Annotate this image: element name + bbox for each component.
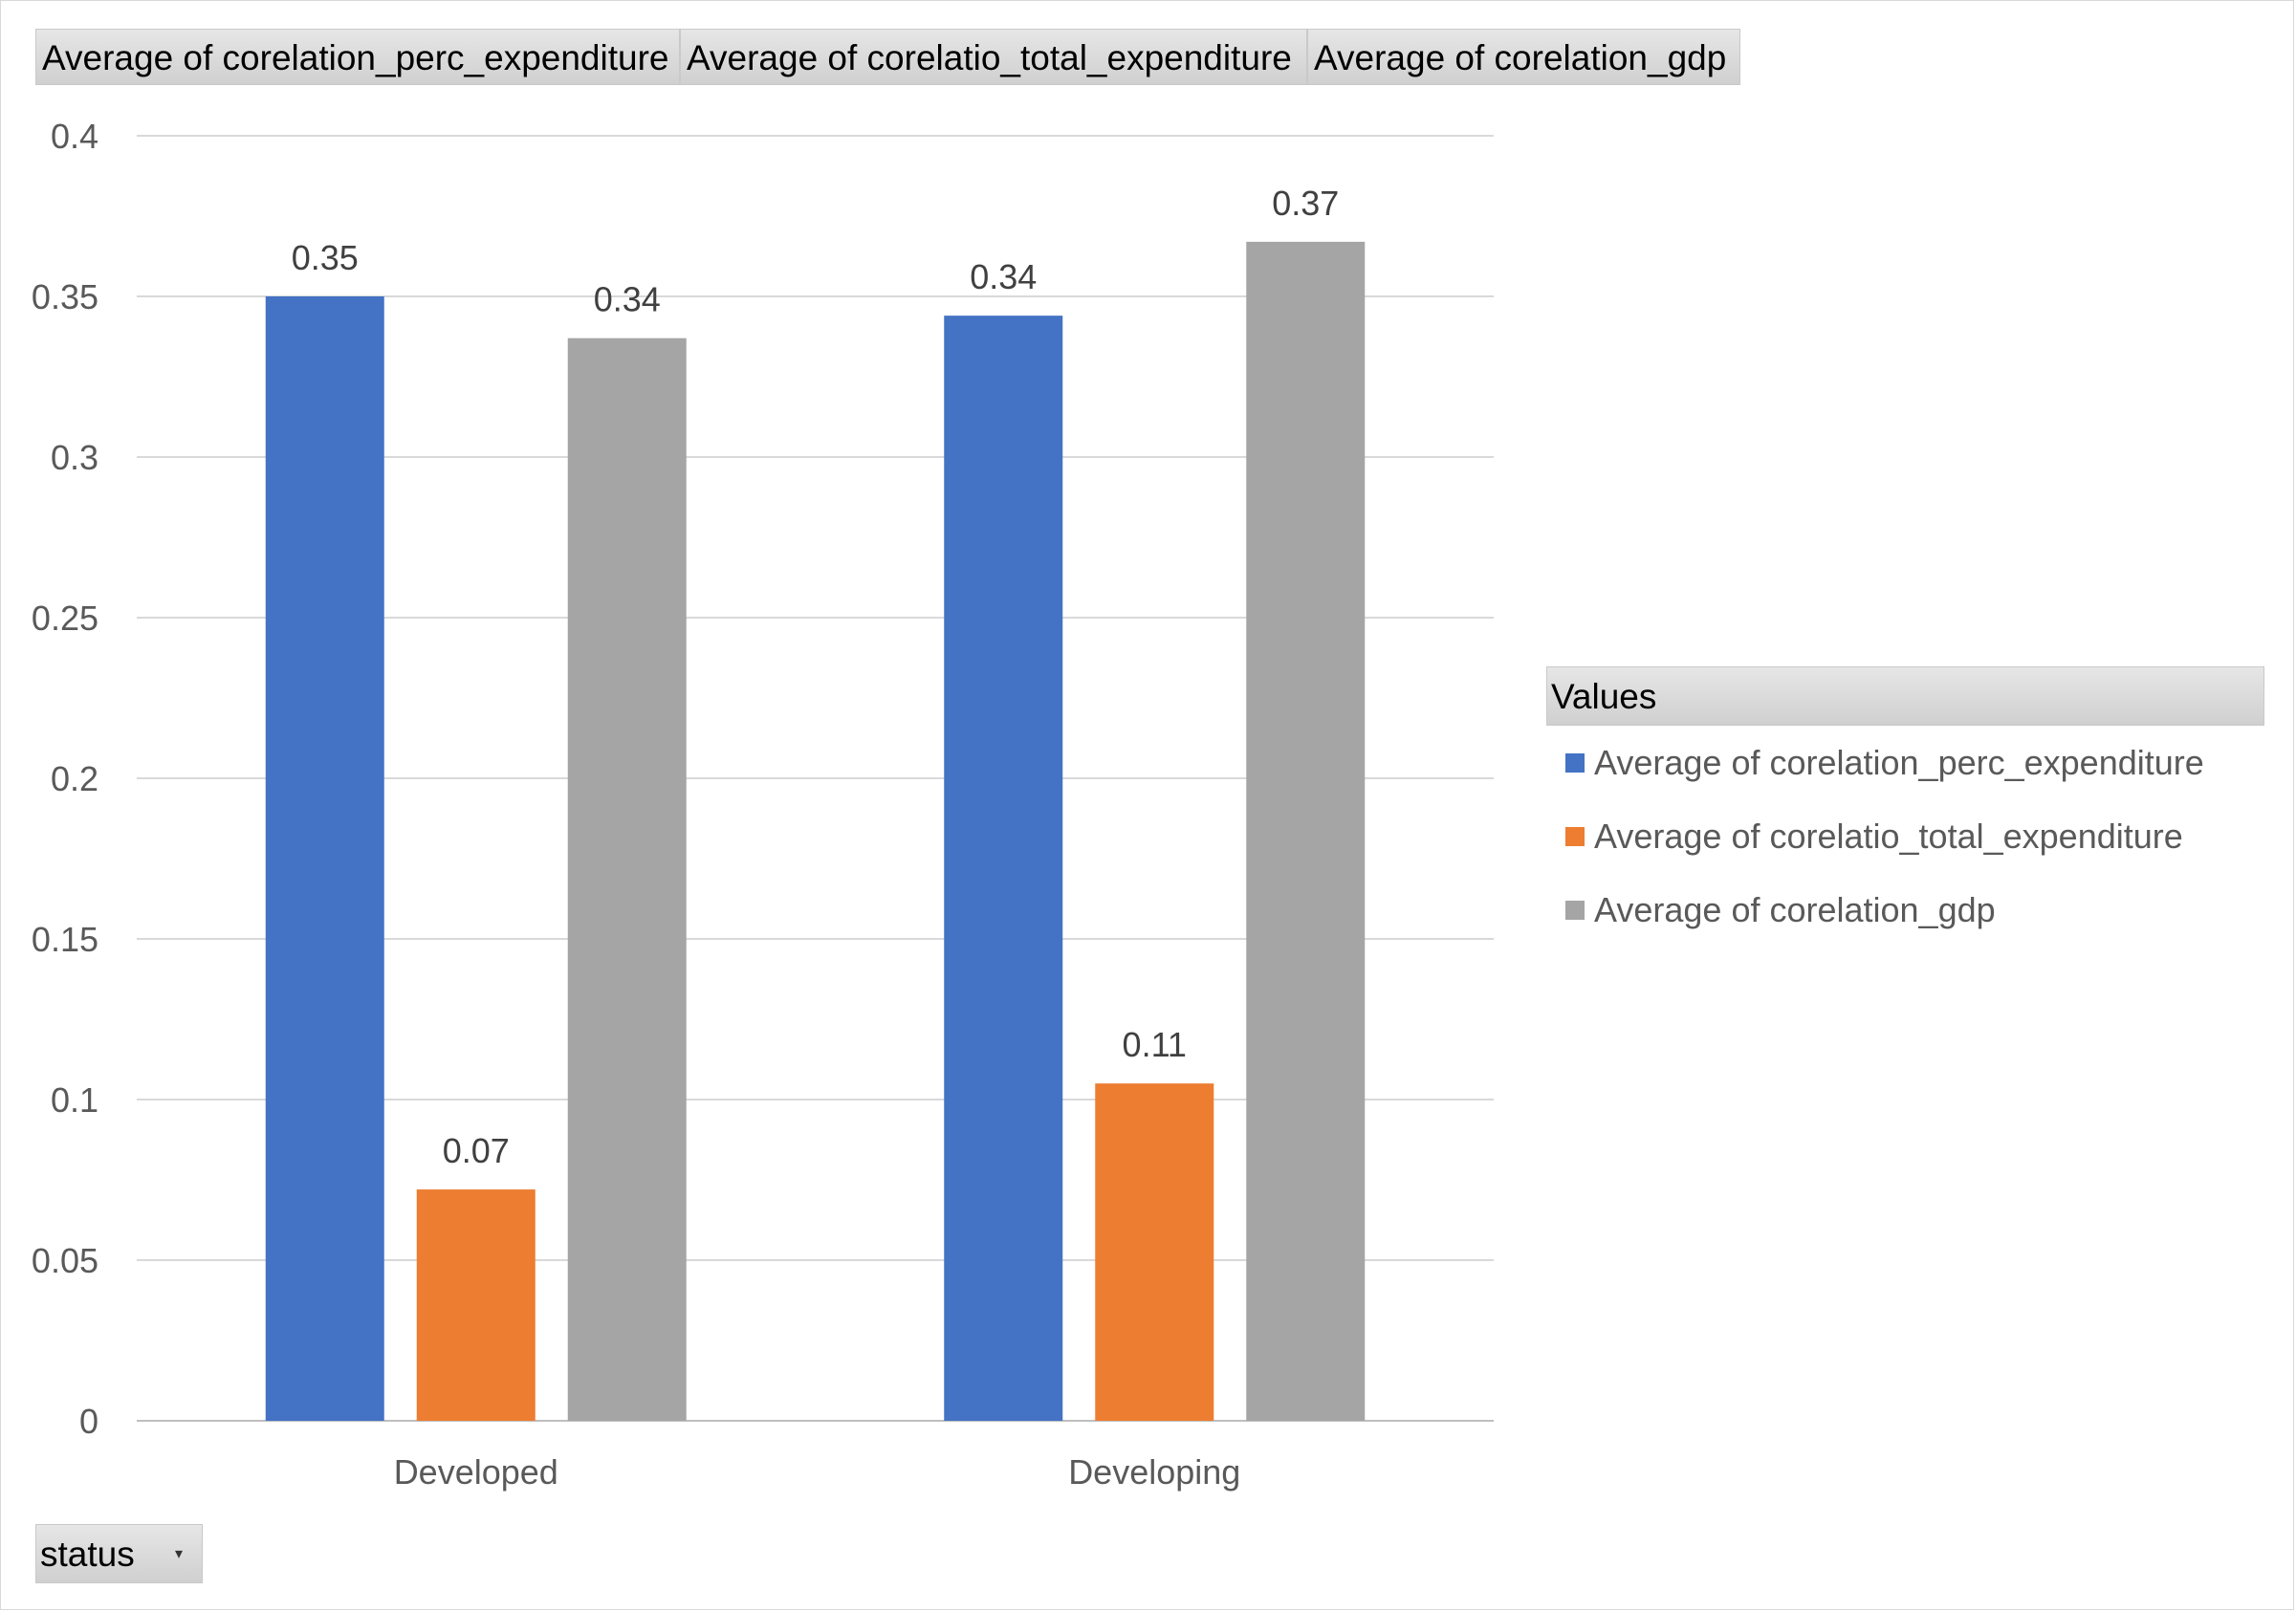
bar: [265, 296, 384, 1421]
data-label: 0.34: [594, 280, 661, 319]
y-tick-label: 0.15: [32, 920, 98, 959]
y-tick-label: 0.2: [51, 759, 98, 798]
bar: [1246, 241, 1366, 1421]
bar: [944, 316, 1063, 1421]
axis-field-button-status[interactable]: status ▾: [35, 1524, 203, 1583]
axis-field-label: status: [40, 1535, 135, 1574]
data-label: 0.07: [443, 1131, 510, 1170]
legend: Values Average of corelation_perc_expend…: [1546, 666, 2264, 947]
bar: [1095, 1083, 1214, 1421]
legend-label: Average of corelation_perc_expenditure: [1594, 743, 2204, 782]
triangle-down-icon[interactable]: ▾: [174, 1546, 183, 1562]
legend-label: Average of corelatio_total_expenditure: [1594, 817, 2183, 856]
legend-swatch-perc-expenditure: [1565, 753, 1585, 773]
value-field-button-total-expenditure[interactable]: Average of corelatio_total_expenditure: [680, 29, 1307, 85]
bar: [567, 338, 687, 1422]
legend-swatch-total-expenditure: [1565, 827, 1585, 846]
value-field-button-gdp[interactable]: Average of corelation_gdp: [1307, 29, 1740, 85]
y-tick-label: 0.05: [32, 1241, 98, 1280]
x-category-label: Developed: [394, 1452, 558, 1492]
legend-item-perc-expenditure[interactable]: Average of corelation_perc_expenditure: [1546, 726, 2264, 799]
data-label: 0.34: [970, 257, 1037, 296]
y-tick-label: 0.35: [32, 277, 98, 316]
legend-item-total-expenditure[interactable]: Average of corelatio_total_expenditure: [1546, 799, 2264, 873]
legend-title-button[interactable]: Values: [1546, 666, 2264, 726]
y-tick-label: 0.3: [51, 438, 98, 477]
legend-label: Average of corelation_gdp: [1594, 890, 1996, 929]
bar: [416, 1189, 536, 1421]
y-tick-label: 0.4: [51, 117, 98, 156]
y-tick-label: 0: [79, 1402, 98, 1441]
y-tick-label: 0.25: [32, 599, 98, 638]
legend-item-gdp[interactable]: Average of corelation_gdp: [1546, 873, 2264, 947]
value-field-button-perc-expenditure[interactable]: Average of corelation_perc_expenditure: [35, 29, 680, 85]
y-tick-label: 0.1: [51, 1080, 98, 1120]
data-label: 0.35: [292, 238, 359, 277]
data-label: 0.11: [1123, 1025, 1187, 1064]
legend-swatch-gdp: [1565, 901, 1585, 920]
x-category-label: Developing: [1068, 1452, 1240, 1492]
data-label: 0.37: [1272, 184, 1339, 223]
